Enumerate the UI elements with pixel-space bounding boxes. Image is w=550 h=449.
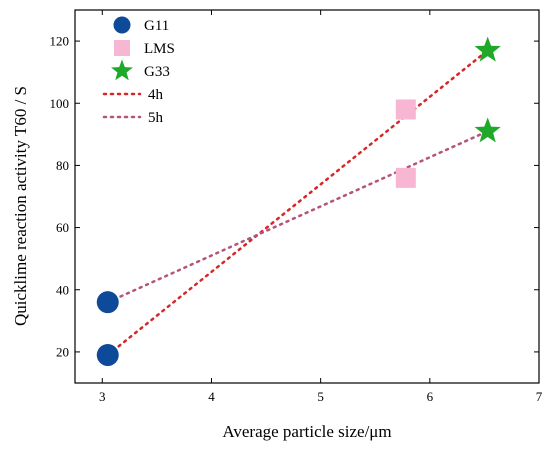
series-line-5h [106, 129, 489, 304]
legend-label: 4h [148, 87, 164, 103]
legend-label: G11 [144, 18, 169, 34]
y-tick-label: 20 [56, 344, 69, 359]
plot-area: 3 4 5 6 7 20 40 60 80 100 120 G11 LMS G33 4h 5h [50, 9, 543, 404]
y-axis-title: Quicklime reaction activity T60 / S [11, 86, 30, 326]
y-tick-label: 80 [56, 158, 69, 173]
legend-label: G33 [144, 64, 170, 80]
plot-frame [74, 9, 540, 384]
data-point-lms [395, 167, 416, 188]
data-point-lms [395, 99, 416, 120]
legend-marker-g33 [111, 59, 133, 81]
legend-label: 5h [148, 110, 164, 126]
x-tick-label: 4 [208, 389, 215, 404]
y-tick-label: 100 [50, 96, 70, 111]
legend-label: LMS [144, 41, 175, 57]
legend-marker-g11 [113, 16, 131, 34]
series-line-4h [106, 49, 489, 357]
data-point-g33 [474, 117, 501, 143]
x-tick-label: 6 [427, 389, 434, 404]
data-point-g33 [474, 36, 501, 62]
y-tick-label: 40 [56, 282, 69, 297]
y-tick-label: 120 [50, 34, 70, 49]
x-tick-label: 3 [99, 389, 106, 404]
data-point-g11 [96, 344, 119, 367]
x-tick-label: 7 [536, 389, 543, 404]
x-tick-label: 5 [317, 389, 324, 404]
data-point-g11 [96, 291, 119, 314]
y-tick-label: 60 [56, 220, 69, 235]
x-axis-title: Average particle size/μm [222, 422, 391, 441]
legend-marker-lms [114, 40, 130, 56]
